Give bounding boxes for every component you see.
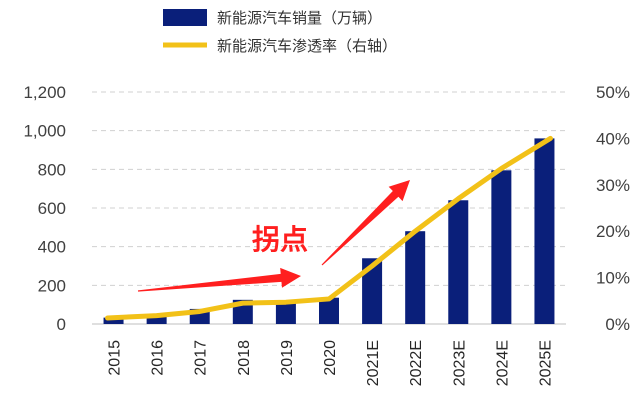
bar-2019 xyxy=(275,300,296,324)
y-left-tick-label: 0 xyxy=(57,315,66,334)
legend: 新能源汽车销量（万辆） 新能源汽车渗透率（右轴） xyxy=(163,9,397,55)
x-tick-label: 2021E xyxy=(365,340,382,386)
x-tick-label: 2017 xyxy=(193,340,210,376)
legend-bar-label: 新能源汽车销量（万辆） xyxy=(217,9,382,27)
bar-2015 xyxy=(103,317,124,324)
y-right-tick-label: 0% xyxy=(605,315,630,334)
annotation-arrow-flat xyxy=(137,267,301,292)
y-left-tick-label: 400 xyxy=(38,238,66,257)
legend-line-label: 新能源汽车渗透率（右轴） xyxy=(217,37,397,55)
y-right-tick-label: 20% xyxy=(596,222,630,241)
x-tick-label: 2022E xyxy=(408,340,425,386)
y-right-tick-label: 40% xyxy=(596,129,630,148)
x-tick-label: 2015 xyxy=(107,340,124,376)
y-axis-left: 0 200 400 600 800 1,000 1,200 xyxy=(23,83,66,334)
annotation-arrow-rising xyxy=(321,180,410,266)
bar-2020 xyxy=(319,297,339,324)
y-right-tick-label: 30% xyxy=(596,176,630,195)
x-tick-label: 2024E xyxy=(494,340,511,386)
bar-2022E xyxy=(405,231,426,324)
y-left-tick-label: 1,000 xyxy=(23,122,66,141)
x-tick-label: 2020 xyxy=(322,340,339,376)
y-right-tick-label: 10% xyxy=(596,269,630,288)
bar-2021E xyxy=(362,258,383,324)
x-tick-label: 2025E xyxy=(537,340,554,386)
y-axis-right: 0% 10% 20% 30% 40% 50% xyxy=(596,83,630,334)
x-tick-label: 2019 xyxy=(279,340,296,376)
bar-series xyxy=(103,138,555,324)
x-axis: 2015 2016 2017 2018 2019 2020 2021E 2022E 2023E 2… xyxy=(107,340,555,386)
bar-2024E xyxy=(491,170,512,324)
legend-bar-swatch xyxy=(163,9,207,26)
y-left-tick-label: 1,200 xyxy=(23,83,66,102)
y-left-tick-label: 600 xyxy=(38,199,66,218)
x-tick-label: 2018 xyxy=(236,340,253,376)
x-tick-label: 2023E xyxy=(451,340,468,386)
annotation-arrows xyxy=(137,180,410,292)
y-left-tick-label: 800 xyxy=(38,160,66,179)
bar-2025E xyxy=(534,138,555,324)
x-tick-label: 2016 xyxy=(150,340,167,376)
bar-2016 xyxy=(146,314,167,324)
bar-2023E xyxy=(448,200,469,324)
y-right-tick-label: 50% xyxy=(596,83,630,102)
penetration-line xyxy=(105,135,553,321)
line-series xyxy=(105,135,553,321)
y-left-tick-label: 200 xyxy=(38,276,66,295)
annotation-label: 拐点 xyxy=(252,223,308,256)
